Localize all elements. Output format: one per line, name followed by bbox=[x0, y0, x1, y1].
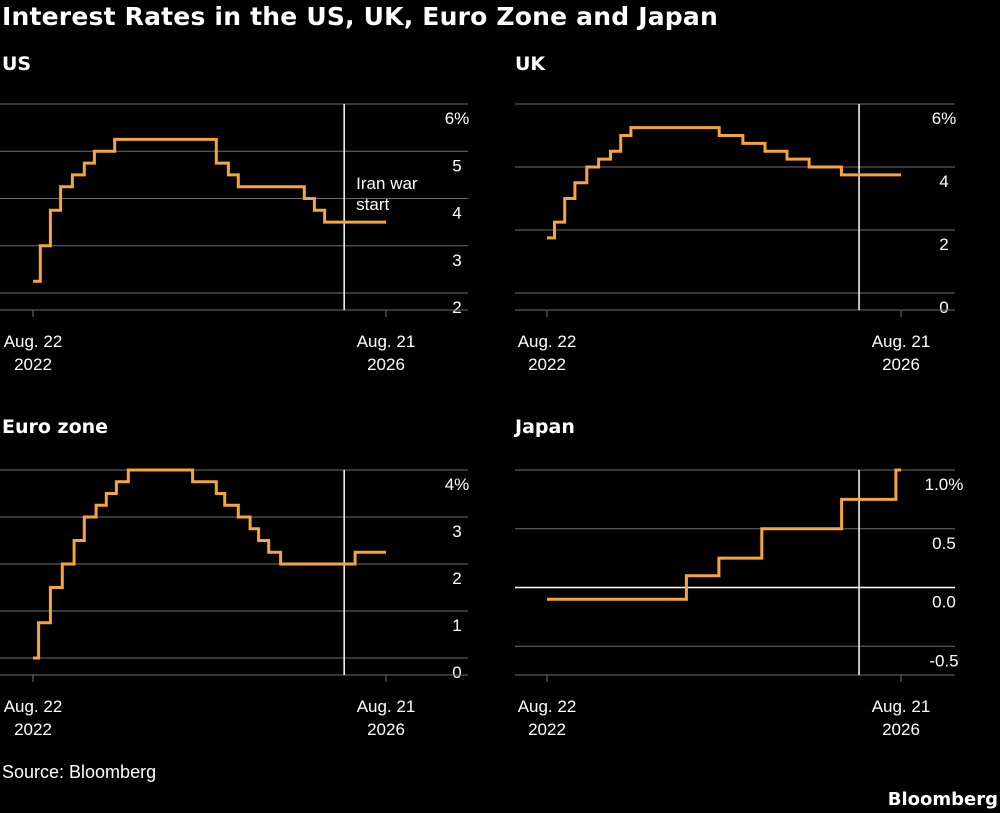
x-tick-label: 2026 bbox=[882, 355, 920, 374]
x-tick-label: Aug. 21 bbox=[357, 697, 416, 716]
annotation-text: start bbox=[356, 195, 389, 214]
panel-title: US bbox=[2, 53, 31, 75]
panel-euro-zone: Euro zone 0 1 2 3 4% Aug. 22 2022 Aug. 21 2026 bbox=[0, 416, 469, 739]
x-tick-label: 2022 bbox=[528, 720, 566, 739]
y-tick-label: 6% bbox=[445, 109, 470, 128]
series-line bbox=[547, 468, 901, 601]
series-line bbox=[33, 468, 386, 660]
x-tick-label: 2022 bbox=[528, 355, 566, 374]
y-tick-label: 1 bbox=[452, 616, 461, 635]
panel-japan: Japan -0.5 0.0 0.5 1.0% Aug. 22 2022 Aug. 21 202… bbox=[513, 416, 963, 739]
y-tick-label: 4% bbox=[445, 475, 470, 494]
x-tick-label: Aug. 22 bbox=[4, 697, 63, 716]
y-tick-label: 4 bbox=[452, 204, 461, 223]
x-tick-label: Aug. 21 bbox=[357, 332, 416, 351]
annotation-text: Iran war bbox=[356, 174, 418, 193]
y-tick-label: 0.5 bbox=[932, 534, 956, 553]
source-note: Source: Bloomberg bbox=[2, 762, 157, 782]
x-tick-label: 2026 bbox=[367, 355, 405, 374]
panel-title: Japan bbox=[513, 416, 575, 438]
chart-title: Interest Rates in the US, UK, Euro Zone … bbox=[2, 2, 718, 31]
y-tick-label: 2 bbox=[452, 298, 461, 317]
panel-us: US 2 3 4 5 6% Aug. 22 2022 Aug. 21 2026 Iran war st… bbox=[0, 53, 469, 374]
panel-title: UK bbox=[515, 53, 546, 75]
y-tick-label: 0 bbox=[452, 663, 461, 682]
y-tick-label: 1.0% bbox=[925, 475, 964, 494]
y-tick-label: 2 bbox=[939, 235, 948, 254]
y-tick-label: 3 bbox=[452, 522, 461, 541]
series-line bbox=[33, 137, 386, 283]
x-tick-label: Aug. 21 bbox=[872, 332, 931, 351]
panel-title: Euro zone bbox=[2, 416, 108, 438]
y-tick-label: 6% bbox=[932, 109, 957, 128]
x-tick-label: 2026 bbox=[882, 720, 920, 739]
series-line bbox=[547, 126, 901, 240]
y-tick-label: 3 bbox=[452, 251, 461, 270]
y-tick-label: 0.0 bbox=[932, 593, 956, 612]
x-tick-label: Aug. 22 bbox=[518, 332, 577, 351]
y-tick-label: 4 bbox=[939, 172, 948, 191]
y-tick-label: -0.5 bbox=[929, 651, 958, 670]
x-tick-label: Aug. 22 bbox=[4, 332, 63, 351]
brand-logo: Bloomberg bbox=[887, 789, 998, 810]
x-tick-label: 2022 bbox=[14, 720, 52, 739]
x-tick-label: Aug. 21 bbox=[872, 697, 931, 716]
y-tick-label: 5 bbox=[452, 156, 461, 175]
y-tick-label: 0 bbox=[939, 298, 948, 317]
x-tick-label: Aug. 22 bbox=[518, 697, 577, 716]
panel-uk: UK 0 2 4 6% Aug. 22 2022 Aug. 21 2026 bbox=[515, 53, 956, 374]
x-tick-label: 2022 bbox=[14, 355, 52, 374]
y-tick-label: 2 bbox=[452, 569, 461, 588]
x-tick-label: 2026 bbox=[367, 720, 405, 739]
